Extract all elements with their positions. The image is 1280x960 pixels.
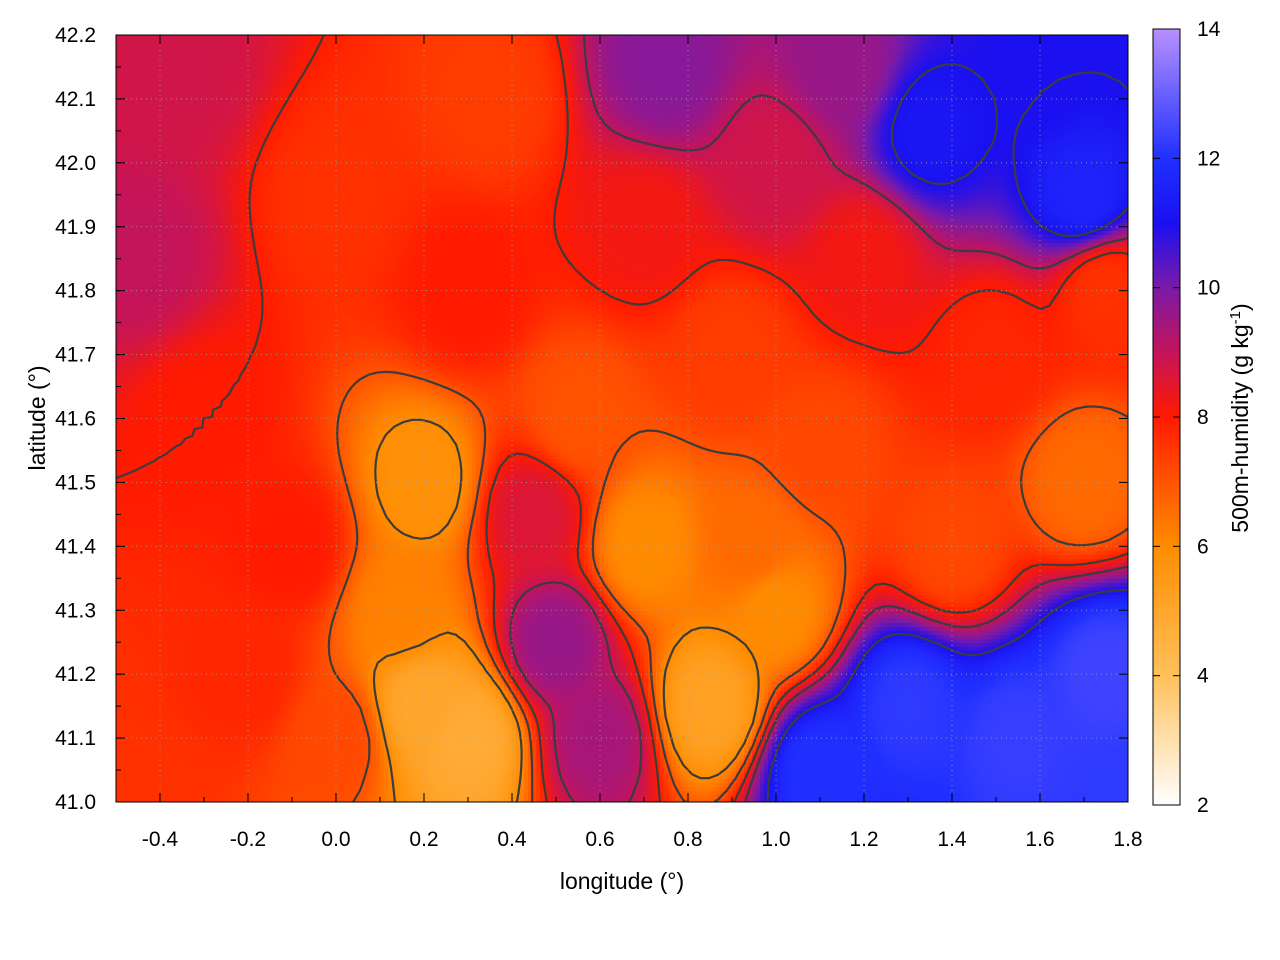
contour-level-9 <box>509 35 1128 802</box>
y-tick-label: 41.1 <box>55 727 96 750</box>
colorbar-tick-label: 4 <box>1197 665 1209 688</box>
colorbar-tick-label: 2 <box>1197 794 1209 817</box>
x-tick-label: 1.4 <box>937 828 967 851</box>
x-tick-label: 1.2 <box>849 828 878 851</box>
x-axis-ticks: -0.4 -0.2 0.0 0.2 0.4 0.6 0.8 1.0 1.2 1.4 1.6 1.8 <box>115 35 1143 851</box>
y-tick-label: 42.1 <box>55 88 96 111</box>
y-axis-ticks: 41.0 41.1 41.2 41.3 41.4 41.5 41.6 41.7 41.8 41.9… <box>55 24 1128 814</box>
x-axis-label: longitude (°) <box>560 868 684 894</box>
contour-level-6 <box>372 418 760 802</box>
y-axis-label: latitude (°) <box>24 365 50 470</box>
y-tick-label: 41.0 <box>55 791 96 814</box>
colorbar-label-main: 500m-humidity (g kg <box>1227 324 1253 532</box>
colorbar-tick-label: 12 <box>1197 147 1220 170</box>
x-tick-label: 0.6 <box>585 828 614 851</box>
x-tick-label: 1.6 <box>1025 828 1054 851</box>
y-tick-label: 41.5 <box>55 471 96 494</box>
x-tick-label: 1.8 <box>1113 828 1142 851</box>
y-tick-label: 41.6 <box>55 408 96 431</box>
colorbar-tick-label: 6 <box>1197 535 1209 558</box>
x-tick-label: 0.8 <box>673 828 702 851</box>
x-tick-label: 1.0 <box>761 828 790 851</box>
x-tick-label: -0.2 <box>230 828 266 851</box>
colorbar-ticks: 2 4 6 8 10 12 14 <box>1153 18 1221 817</box>
colorbar-label-sup: -1 <box>1227 311 1244 324</box>
y-tick-label: 41.2 <box>55 663 96 686</box>
x-tick-label: -0.4 <box>142 828 179 851</box>
colorbar-label-end: ) <box>1227 303 1253 311</box>
contour-level-7 <box>327 370 1128 802</box>
colorbar-label: 500m-humidity (g kg-1) <box>1227 303 1253 532</box>
contour-lines <box>116 35 1128 802</box>
y-tick-label: 41.3 <box>55 599 96 622</box>
y-tick-label: 41.9 <box>55 216 96 239</box>
x-tick-label: 0.4 <box>497 828 527 851</box>
contour-level-8 <box>116 35 1128 802</box>
colorbar-tick-label: 8 <box>1197 406 1209 429</box>
x-tick-label: 0.2 <box>409 828 438 851</box>
y-tick-label: 41.7 <box>55 344 96 367</box>
contour-level-11 <box>766 63 1128 802</box>
y-tick-label: 41.8 <box>55 280 96 303</box>
colorbar-tick-label: 14 <box>1197 18 1221 41</box>
x-tick-label: 0.0 <box>321 828 350 851</box>
y-tick-label: 42.0 <box>55 152 96 175</box>
y-tick-label: 42.2 <box>55 24 96 47</box>
colorbar-tick-label: 10 <box>1197 277 1220 300</box>
y-tick-label: 41.4 <box>55 535 96 558</box>
